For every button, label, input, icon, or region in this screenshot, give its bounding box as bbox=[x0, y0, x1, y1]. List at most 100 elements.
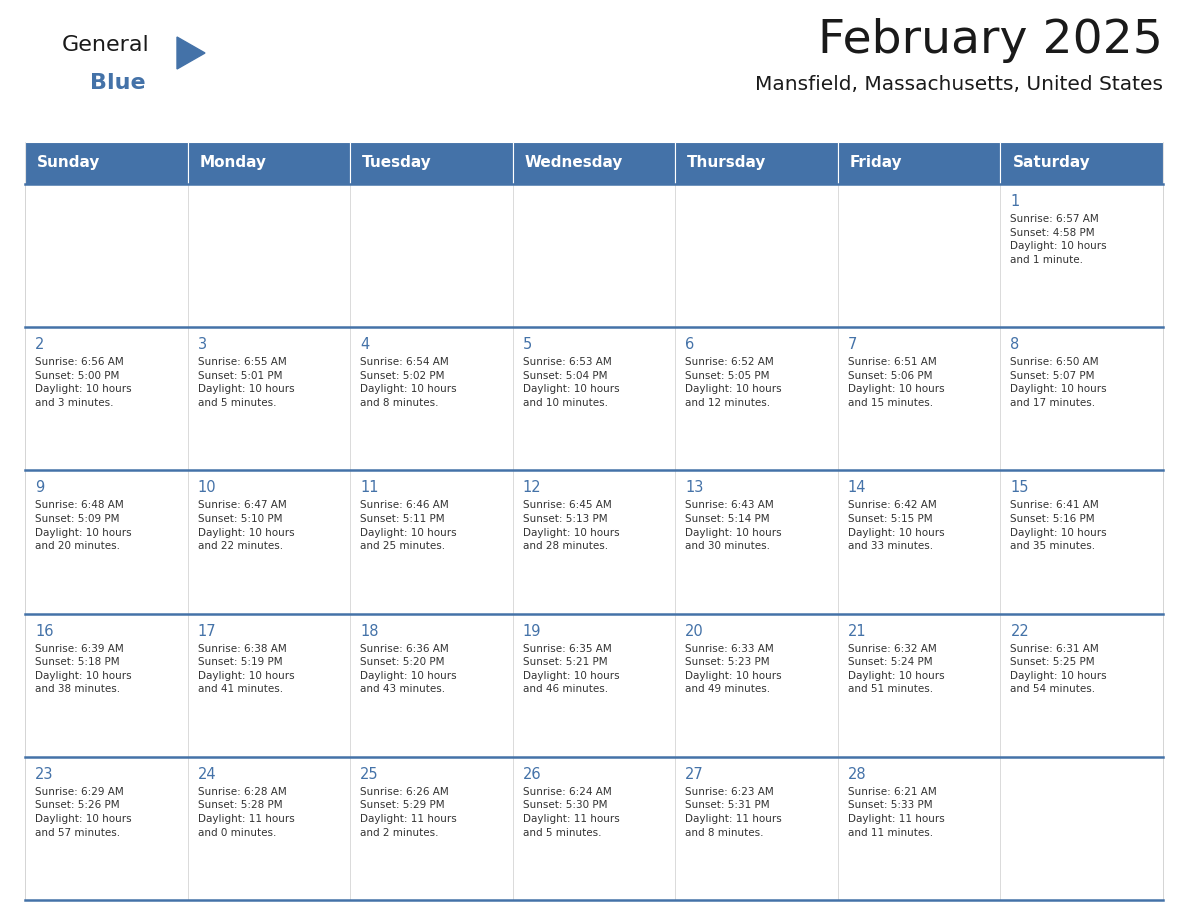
Text: Sunrise: 6:28 AM
Sunset: 5:28 PM
Daylight: 11 hours
and 0 minutes.: Sunrise: 6:28 AM Sunset: 5:28 PM Dayligh… bbox=[197, 787, 295, 837]
Text: 5: 5 bbox=[523, 337, 532, 353]
Text: 19: 19 bbox=[523, 623, 542, 639]
Polygon shape bbox=[177, 37, 206, 69]
Text: Sunrise: 6:36 AM
Sunset: 5:20 PM
Daylight: 10 hours
and 43 minutes.: Sunrise: 6:36 AM Sunset: 5:20 PM Dayligh… bbox=[360, 644, 456, 694]
Text: 23: 23 bbox=[34, 767, 53, 782]
Text: Mansfield, Massachusetts, United States: Mansfield, Massachusetts, United States bbox=[756, 75, 1163, 94]
Text: 20: 20 bbox=[685, 623, 704, 639]
Bar bbox=[350, 184, 513, 327]
Text: 6: 6 bbox=[685, 337, 695, 353]
Bar bbox=[350, 327, 513, 470]
Text: Tuesday: Tuesday bbox=[362, 155, 432, 171]
Bar bbox=[188, 184, 350, 327]
Text: 26: 26 bbox=[523, 767, 542, 782]
Text: Sunrise: 6:33 AM
Sunset: 5:23 PM
Daylight: 10 hours
and 49 minutes.: Sunrise: 6:33 AM Sunset: 5:23 PM Dayligh… bbox=[685, 644, 782, 694]
Text: 17: 17 bbox=[197, 623, 216, 639]
Text: Sunrise: 6:38 AM
Sunset: 5:19 PM
Daylight: 10 hours
and 41 minutes.: Sunrise: 6:38 AM Sunset: 5:19 PM Dayligh… bbox=[197, 644, 295, 694]
Text: February 2025: February 2025 bbox=[819, 18, 1163, 63]
Text: 13: 13 bbox=[685, 480, 703, 496]
Text: Sunday: Sunday bbox=[37, 155, 100, 171]
Bar bbox=[838, 327, 1000, 470]
Text: Sunrise: 6:53 AM
Sunset: 5:04 PM
Daylight: 10 hours
and 10 minutes.: Sunrise: 6:53 AM Sunset: 5:04 PM Dayligh… bbox=[523, 357, 619, 408]
Text: 10: 10 bbox=[197, 480, 216, 496]
Bar bbox=[513, 470, 675, 613]
Text: Wednesday: Wednesday bbox=[525, 155, 623, 171]
Bar bbox=[350, 756, 513, 900]
Text: Sunrise: 6:21 AM
Sunset: 5:33 PM
Daylight: 11 hours
and 11 minutes.: Sunrise: 6:21 AM Sunset: 5:33 PM Dayligh… bbox=[848, 787, 944, 837]
Text: Saturday: Saturday bbox=[1012, 155, 1091, 171]
Text: 25: 25 bbox=[360, 767, 379, 782]
Text: Sunrise: 6:46 AM
Sunset: 5:11 PM
Daylight: 10 hours
and 25 minutes.: Sunrise: 6:46 AM Sunset: 5:11 PM Dayligh… bbox=[360, 500, 456, 551]
Text: 28: 28 bbox=[848, 767, 866, 782]
Text: Sunrise: 6:26 AM
Sunset: 5:29 PM
Daylight: 11 hours
and 2 minutes.: Sunrise: 6:26 AM Sunset: 5:29 PM Dayligh… bbox=[360, 787, 457, 837]
Text: 4: 4 bbox=[360, 337, 369, 353]
Bar bbox=[350, 470, 513, 613]
Text: Sunrise: 6:23 AM
Sunset: 5:31 PM
Daylight: 11 hours
and 8 minutes.: Sunrise: 6:23 AM Sunset: 5:31 PM Dayligh… bbox=[685, 787, 782, 837]
Bar bbox=[188, 613, 350, 756]
Text: Sunrise: 6:45 AM
Sunset: 5:13 PM
Daylight: 10 hours
and 28 minutes.: Sunrise: 6:45 AM Sunset: 5:13 PM Dayligh… bbox=[523, 500, 619, 551]
Bar bbox=[675, 184, 838, 327]
Text: 7: 7 bbox=[848, 337, 858, 353]
Bar bbox=[188, 756, 350, 900]
Bar bbox=[675, 142, 838, 184]
Bar bbox=[1000, 613, 1163, 756]
Bar bbox=[25, 142, 188, 184]
Bar bbox=[188, 470, 350, 613]
Bar bbox=[513, 184, 675, 327]
Text: Sunrise: 6:57 AM
Sunset: 4:58 PM
Daylight: 10 hours
and 1 minute.: Sunrise: 6:57 AM Sunset: 4:58 PM Dayligh… bbox=[1011, 214, 1107, 264]
Text: Sunrise: 6:55 AM
Sunset: 5:01 PM
Daylight: 10 hours
and 5 minutes.: Sunrise: 6:55 AM Sunset: 5:01 PM Dayligh… bbox=[197, 357, 295, 408]
Bar bbox=[675, 470, 838, 613]
Text: 12: 12 bbox=[523, 480, 542, 496]
Text: Sunrise: 6:32 AM
Sunset: 5:24 PM
Daylight: 10 hours
and 51 minutes.: Sunrise: 6:32 AM Sunset: 5:24 PM Dayligh… bbox=[848, 644, 944, 694]
Text: Sunrise: 6:48 AM
Sunset: 5:09 PM
Daylight: 10 hours
and 20 minutes.: Sunrise: 6:48 AM Sunset: 5:09 PM Dayligh… bbox=[34, 500, 132, 551]
Bar bbox=[25, 470, 188, 613]
Text: Sunrise: 6:24 AM
Sunset: 5:30 PM
Daylight: 11 hours
and 5 minutes.: Sunrise: 6:24 AM Sunset: 5:30 PM Dayligh… bbox=[523, 787, 619, 837]
Text: 15: 15 bbox=[1011, 480, 1029, 496]
Bar bbox=[675, 613, 838, 756]
Text: 2: 2 bbox=[34, 337, 44, 353]
Text: Friday: Friday bbox=[849, 155, 903, 171]
Text: General: General bbox=[62, 35, 150, 55]
Bar bbox=[25, 184, 188, 327]
Text: 16: 16 bbox=[34, 623, 53, 639]
Text: Sunrise: 6:54 AM
Sunset: 5:02 PM
Daylight: 10 hours
and 8 minutes.: Sunrise: 6:54 AM Sunset: 5:02 PM Dayligh… bbox=[360, 357, 456, 408]
Bar bbox=[513, 327, 675, 470]
Text: 21: 21 bbox=[848, 623, 866, 639]
Bar bbox=[350, 613, 513, 756]
Text: 18: 18 bbox=[360, 623, 379, 639]
Bar bbox=[188, 142, 350, 184]
Bar bbox=[25, 756, 188, 900]
Text: 14: 14 bbox=[848, 480, 866, 496]
Bar bbox=[675, 327, 838, 470]
Bar bbox=[1000, 184, 1163, 327]
Bar bbox=[838, 470, 1000, 613]
Text: Sunrise: 6:52 AM
Sunset: 5:05 PM
Daylight: 10 hours
and 12 minutes.: Sunrise: 6:52 AM Sunset: 5:05 PM Dayligh… bbox=[685, 357, 782, 408]
Bar bbox=[675, 756, 838, 900]
Text: Sunrise: 6:42 AM
Sunset: 5:15 PM
Daylight: 10 hours
and 33 minutes.: Sunrise: 6:42 AM Sunset: 5:15 PM Dayligh… bbox=[848, 500, 944, 551]
Bar bbox=[25, 613, 188, 756]
Bar bbox=[838, 613, 1000, 756]
Text: Sunrise: 6:35 AM
Sunset: 5:21 PM
Daylight: 10 hours
and 46 minutes.: Sunrise: 6:35 AM Sunset: 5:21 PM Dayligh… bbox=[523, 644, 619, 694]
Text: Monday: Monday bbox=[200, 155, 266, 171]
Text: 24: 24 bbox=[197, 767, 216, 782]
Bar bbox=[1000, 327, 1163, 470]
Bar bbox=[838, 756, 1000, 900]
Text: 11: 11 bbox=[360, 480, 379, 496]
Bar bbox=[1000, 470, 1163, 613]
Bar bbox=[350, 142, 513, 184]
Text: Sunrise: 6:31 AM
Sunset: 5:25 PM
Daylight: 10 hours
and 54 minutes.: Sunrise: 6:31 AM Sunset: 5:25 PM Dayligh… bbox=[1011, 644, 1107, 694]
Text: Sunrise: 6:47 AM
Sunset: 5:10 PM
Daylight: 10 hours
and 22 minutes.: Sunrise: 6:47 AM Sunset: 5:10 PM Dayligh… bbox=[197, 500, 295, 551]
Text: 1: 1 bbox=[1011, 194, 1019, 209]
Text: 3: 3 bbox=[197, 337, 207, 353]
Text: Sunrise: 6:39 AM
Sunset: 5:18 PM
Daylight: 10 hours
and 38 minutes.: Sunrise: 6:39 AM Sunset: 5:18 PM Dayligh… bbox=[34, 644, 132, 694]
Text: Sunrise: 6:51 AM
Sunset: 5:06 PM
Daylight: 10 hours
and 15 minutes.: Sunrise: 6:51 AM Sunset: 5:06 PM Dayligh… bbox=[848, 357, 944, 408]
Text: Sunrise: 6:56 AM
Sunset: 5:00 PM
Daylight: 10 hours
and 3 minutes.: Sunrise: 6:56 AM Sunset: 5:00 PM Dayligh… bbox=[34, 357, 132, 408]
Text: Sunrise: 6:29 AM
Sunset: 5:26 PM
Daylight: 10 hours
and 57 minutes.: Sunrise: 6:29 AM Sunset: 5:26 PM Dayligh… bbox=[34, 787, 132, 837]
Bar bbox=[25, 327, 188, 470]
Text: Thursday: Thursday bbox=[688, 155, 766, 171]
Text: Blue: Blue bbox=[90, 73, 146, 93]
Text: 22: 22 bbox=[1011, 623, 1029, 639]
Text: 27: 27 bbox=[685, 767, 704, 782]
Text: 8: 8 bbox=[1011, 337, 1019, 353]
Bar bbox=[513, 613, 675, 756]
Text: Sunrise: 6:50 AM
Sunset: 5:07 PM
Daylight: 10 hours
and 17 minutes.: Sunrise: 6:50 AM Sunset: 5:07 PM Dayligh… bbox=[1011, 357, 1107, 408]
